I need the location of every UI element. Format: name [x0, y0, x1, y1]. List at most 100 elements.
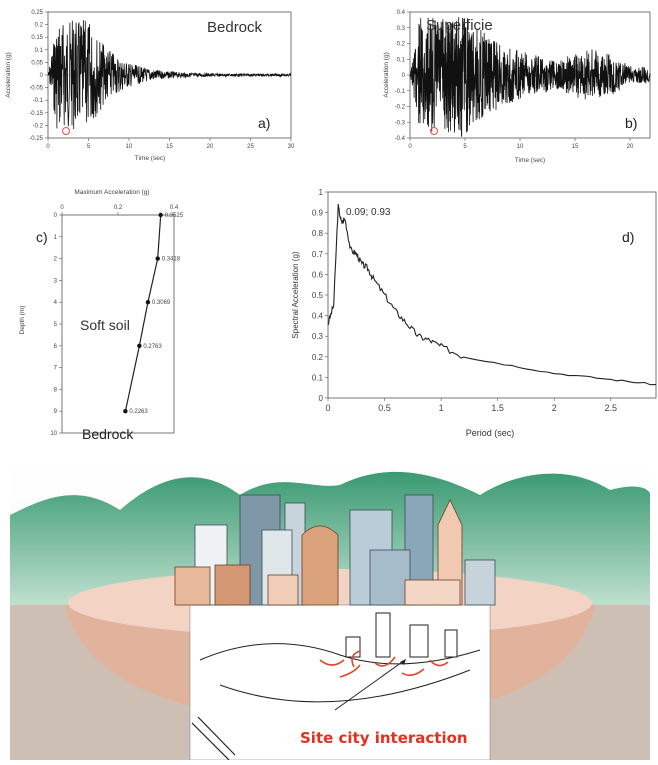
panel-tag: d) [622, 229, 634, 245]
panel-b-svg: 0.4 0.3 0.2 0.1 0 -0.1 -0.2 -0.3 -0.4 0 5 10 15 20 S… [383, 10, 651, 164]
y-axis-label: Acceleration (g) [5, 52, 12, 98]
panel-c-svg: Maximum Acceleration (g) 0 0.2 0.4 0 1 2 3 4 5 6… [19, 189, 184, 442]
panel-c-y-tick-label: 3 [54, 278, 58, 284]
panel-d-x-tick-label: 2.5 [605, 403, 618, 413]
panel-b-y-tick-label: 0 [402, 73, 406, 79]
panel-c-y-tick-label: 0 [54, 213, 58, 219]
panel-title: Bedrock [207, 19, 263, 36]
panel-d-y-tick-label: 0.4 [312, 312, 324, 321]
profile-point-label: 0.3525 [165, 213, 184, 219]
panel-b-y-tick-label: 0.2 [397, 42, 406, 48]
panel-a-y-tick-label: -0.1 [33, 98, 44, 104]
profile-point-label: 0.2763 [143, 344, 162, 350]
y-axis-label: Depth (m) [19, 306, 26, 335]
soft-soil-label: Soft soil [80, 317, 130, 333]
panel-a-y-tick-label: 0 [40, 73, 44, 79]
profile-point [137, 343, 142, 348]
plot-frame [327, 191, 657, 399]
peak-marker [430, 127, 438, 135]
panel-c-depth-profile: Maximum Acceleration (g) 0 0.2 0.4 0 1 2 3 4 5 6… [0, 180, 200, 445]
panel-b-y-tick-label: 0.3 [397, 26, 406, 32]
panel-b-x-tick-label: 5 [463, 144, 467, 150]
panel-d-y-tick-label: 0.5 [312, 291, 324, 300]
panel-d-y-tick-label: 1 [319, 188, 324, 197]
panel-c-y-tick-label: 7 [54, 366, 58, 372]
panel-title: Superficie [426, 17, 493, 34]
panel-a-x-tick-label: 5 [87, 144, 91, 150]
signal-trace [47, 20, 292, 130]
panel-b-y-tick-label: 0.1 [397, 57, 406, 63]
panel-tag: c) [36, 229, 48, 245]
panel-d-x-tick-label: 1.5 [491, 403, 504, 413]
panel-a-y-tick-label: -0.2 [33, 123, 44, 129]
panel-a-svg: 0.25 0.2 0.15 0.1 0.05 0 -0.05 -0.1 -0.15 -0.2 -0.… [5, 10, 295, 162]
basin-boundary [219, 669, 471, 703]
panel-c-y-tick-label: 10 [50, 431, 57, 437]
panel-b-y-tick-label: -0.1 [395, 89, 406, 95]
peak-label: 0.09; 0.93 [346, 207, 391, 218]
panel-c-y-tick-label: 4 [54, 300, 58, 306]
panel-b-y-tick-label: -0.2 [395, 105, 406, 111]
panel-c-x-tick-label: 0.2 [114, 205, 123, 211]
profile-point-label: 0.3418 [162, 257, 181, 263]
panel-a-x-tick-label: 20 [207, 144, 214, 150]
fault-symbol [191, 716, 236, 761]
panel-c-y-tick-label: 1 [54, 235, 58, 241]
panel-d-y-tick-label: 0.1 [312, 373, 324, 382]
panel-d-y-tick-label: 0.7 [312, 250, 324, 259]
panel-d-response-spectrum: 0 0.1 0.2 0.3 0.4 0.5 0.6 0.7 0.8 0.9 1 0 0.5 1 1.5 2 2… [290, 180, 658, 445]
panel-d-x-tick-label: 2 [552, 403, 557, 413]
profile-point [155, 256, 160, 261]
panel-a-y-tick-label: -0.15 [29, 111, 43, 117]
panel-d-svg: 0 0.1 0.2 0.3 0.4 0.5 0.6 0.7 0.8 0.9 1 0 0.5 1 1.5 2 2… [291, 188, 657, 438]
panel-b-x-tick-label: 0 [408, 144, 412, 150]
panel-a-y-tick-label: 0.1 [35, 48, 44, 54]
peak-marker [62, 127, 70, 135]
panel-c-y-tick-label: 6 [54, 344, 58, 350]
panel-d-x-tick-label: 0 [325, 403, 330, 413]
panel-d-y-tick-label: 0.3 [312, 332, 324, 341]
panel-a-y-tick-label: -0.05 [29, 86, 43, 92]
panel-b-y-tick-label: -0.4 [395, 136, 406, 142]
x-axis-label: Time (sec) [515, 157, 545, 164]
panel-a-y-tick-label: 0.2 [35, 23, 44, 29]
layer-boundary [199, 643, 481, 665]
panel-c-y-tick-label: 9 [54, 409, 58, 415]
panel-c-y-tick-label: 5 [54, 322, 58, 328]
scene-caption: Site city interaction [300, 729, 468, 747]
panel-c-x-tick-label: 0 [60, 205, 64, 211]
top-axis-label: Maximum Acceleration (g) [74, 189, 149, 196]
panel-d-y-tick-label: 0.8 [312, 229, 324, 238]
panel-a-x-tick-label: 30 [288, 144, 295, 150]
y-axis-label: Acceleration (g) [383, 52, 390, 98]
panel-b-x-tick-label: 10 [517, 144, 524, 150]
panel-d-x-tick-label: 0.5 [378, 403, 391, 413]
panel-a-x-tick-label: 25 [247, 144, 254, 150]
y-axis-label: Spectral Acceleration (g) [291, 251, 300, 338]
profile-point-label: 0.2263 [129, 409, 148, 415]
panel-b-x-tick-label: 15 [572, 144, 579, 150]
bedrock-label: Bedrock [82, 426, 134, 442]
panel-tag: b) [625, 115, 637, 131]
scene-svg: Site city interaction [10, 455, 650, 761]
panel-b-y-tick-label: -0.3 [395, 120, 406, 126]
panel-a-y-tick-label: 0.05 [31, 60, 43, 66]
panel-a-y-tick-label: 0.15 [31, 35, 43, 41]
panel-a-x-tick-label: 15 [166, 144, 173, 150]
profile-point-label: 0.3069 [152, 300, 171, 306]
panel-c-y-tick-label: 2 [54, 257, 58, 263]
cross-section-inset [189, 604, 491, 761]
x-axis-label: Period (sec) [466, 428, 515, 438]
panel-d-x-tick-label: 1 [439, 403, 444, 413]
spectrum-line [327, 203, 657, 386]
panel-a-y-tick-label: -0.25 [29, 136, 43, 142]
panel-a-bedrock-accelerogram: 0.25 0.2 0.15 0.1 0.05 0 -0.05 -0.1 -0.15 -0.2 -0.… [0, 0, 300, 180]
panel-d-y-tick-label: 0 [319, 394, 324, 403]
panel-b-x-tick-label: 20 [627, 144, 634, 150]
panel-a-x-tick-label: 0 [46, 144, 50, 150]
panel-d-y-tick-label: 0.9 [312, 209, 324, 218]
panel-b-y-tick-label: 0.4 [397, 10, 406, 16]
panel-d-y-tick-label: 0.2 [312, 353, 324, 362]
panel-c-y-tick-label: 8 [54, 387, 58, 393]
interaction-arrows [319, 650, 449, 678]
